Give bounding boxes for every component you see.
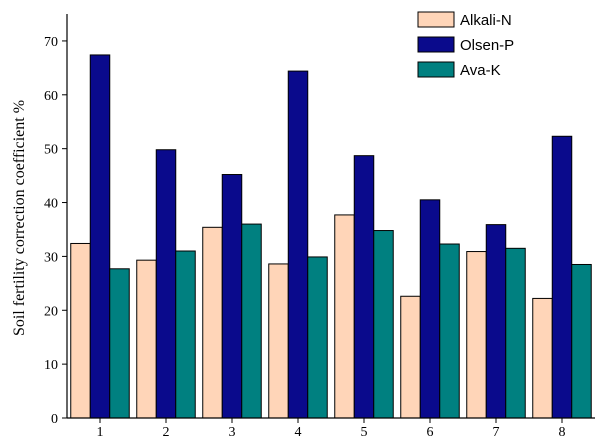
- bar-olsen-p-2: [155, 149, 177, 419]
- bar-ava-k-1: [109, 268, 130, 419]
- bar-olsen-p-8: [551, 135, 573, 419]
- bar-alkali-n-6: [400, 295, 421, 419]
- bar-olsen-p-3: [221, 174, 243, 419]
- x-tick-label: 6: [427, 425, 434, 437]
- bar-ava-k-5: [373, 230, 394, 419]
- x-tick-label: 3: [229, 425, 236, 437]
- bar-olsen-p-7: [485, 224, 507, 419]
- bar-olsen-p-6: [419, 199, 441, 419]
- legend-label-alkali-n: Alkali-N: [460, 12, 512, 29]
- x-tick-label: 5: [361, 425, 368, 437]
- bar-ava-k-2: [175, 250, 196, 419]
- bar-alkali-n-1: [70, 242, 91, 419]
- bar-alkali-n-3: [202, 226, 223, 419]
- legend-swatch-alkali-n: [417, 11, 455, 28]
- y-tick-label: 10: [44, 358, 58, 373]
- axes: 0 10 20 30 40 50 60 70 1 2 3 4 5 6 7 8: [44, 14, 595, 437]
- legend-swatch-ava-k: [417, 61, 455, 78]
- bar-ava-k-7: [505, 247, 526, 419]
- legend-swatch-olsen-p: [417, 36, 455, 53]
- y-tick-label: 60: [44, 89, 58, 104]
- y-tick-label: 40: [44, 197, 58, 212]
- bar-alkali-n-7: [466, 251, 487, 419]
- bar-alkali-n-4: [268, 263, 289, 419]
- bar-ava-k-6: [439, 243, 460, 419]
- bar-group: [70, 54, 592, 419]
- x-tick-label: 7: [493, 425, 500, 437]
- legend: Alkali-N Olsen-P Ava-K: [417, 11, 514, 79]
- bar-ava-k-4: [307, 256, 328, 419]
- bar-olsen-p-4: [287, 70, 309, 419]
- y-tick-label: 70: [44, 35, 58, 50]
- y-tick-label: 50: [44, 143, 58, 158]
- bar-olsen-p-1: [89, 54, 111, 419]
- y-tick-label: 30: [44, 250, 58, 265]
- bar-olsen-p-5: [353, 155, 375, 419]
- x-tick-label: 1: [97, 425, 104, 437]
- legend-label-ava-k: Ava-K: [460, 62, 501, 79]
- legend-label-olsen-p: Olsen-P: [460, 37, 514, 54]
- x-tick-label: 4: [295, 425, 302, 437]
- bar-ava-k-8: [571, 263, 592, 419]
- bar-alkali-n-8: [532, 297, 553, 419]
- x-tick-label: 8: [559, 425, 566, 437]
- y-tick-label: 20: [44, 304, 58, 319]
- bar-alkali-n-5: [334, 214, 355, 419]
- x-tick-label: 2: [163, 425, 170, 437]
- bar-ava-k-3: [241, 223, 262, 419]
- y-tick-label: 0: [51, 412, 58, 427]
- y-axis-title: Soil fertility correction coefficient %: [11, 100, 28, 336]
- bar-alkali-n-2: [136, 259, 157, 419]
